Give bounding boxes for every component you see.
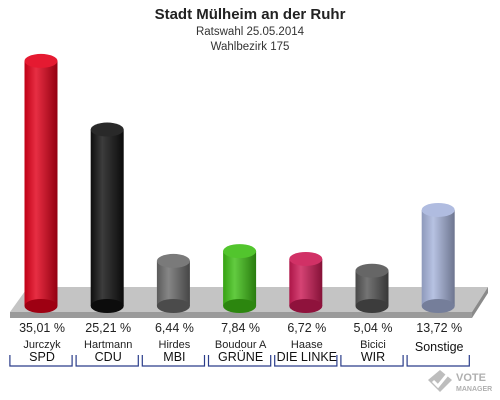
party-label: GRÜNE [218, 350, 263, 364]
value-label: 25,21 % [85, 321, 131, 335]
bar-body [24, 60, 58, 307]
bar-base [156, 299, 190, 313]
value-label: 7,84 % [221, 321, 260, 335]
bar-cdu [90, 122, 124, 313]
bar-base [289, 299, 323, 313]
category-bracket [340, 355, 404, 367]
party-label: SPD [29, 350, 55, 364]
candidate-label: Haase [291, 339, 323, 351]
category-bracket [207, 355, 272, 367]
party-label: CDU [95, 350, 122, 364]
bar-cap [289, 251, 323, 266]
candidate-label: Hirdes [159, 339, 191, 351]
party-label: WIR [361, 350, 385, 364]
category-bracket [141, 355, 206, 367]
value-label: 13,72 % [416, 321, 462, 335]
candidate-label: Hartmann [84, 339, 132, 351]
candidate-label: Boudour A [215, 339, 267, 351]
bar-wir [355, 263, 389, 313]
bar-die-linke [289, 251, 323, 313]
bar-spd [24, 53, 58, 313]
candidate-label: Bicici [360, 339, 386, 351]
bar-body [223, 251, 257, 306]
party-label: MBI [163, 350, 185, 364]
party-label: Sonstige [415, 340, 464, 354]
bar-cap [156, 253, 190, 268]
category-bracket [75, 355, 139, 367]
bars-group [24, 53, 455, 313]
candidate-label: Jurczyk [23, 339, 61, 351]
bar-sonstige [421, 202, 455, 313]
bar-cap [223, 244, 257, 259]
bar-body [289, 258, 323, 306]
watermark-line2: MANAGER [456, 386, 492, 393]
floor-side [472, 287, 488, 318]
chart-title: Stadt Mülheim an der Ruhr [155, 6, 346, 23]
chart-subtitle: Ratswahl 25.05.2014 [196, 26, 305, 38]
vote-manager-logo: VOTE MANAGER [428, 370, 492, 393]
bar-base [421, 299, 455, 313]
party-label: DIE LINKE [277, 350, 337, 364]
bar-body [90, 129, 124, 306]
value-label: 5,04 % [354, 321, 393, 335]
chart-district: Wahlbezirk 175 [211, 41, 290, 53]
value-label: 6,44 % [155, 321, 194, 335]
bar-body [421, 209, 455, 306]
bar-cap [421, 202, 455, 217]
value-label: 35,01 % [19, 321, 65, 335]
floor-front [10, 312, 472, 318]
bar-cap [90, 122, 124, 137]
bar-base [24, 299, 58, 313]
value-label: 6,72 % [287, 321, 326, 335]
bar-base [90, 299, 124, 313]
bar-cap [24, 53, 58, 68]
vote-manager-check-icon [428, 370, 452, 392]
bar-cap [355, 263, 389, 278]
category-bracket [274, 355, 338, 367]
bar-base [223, 299, 257, 313]
bar-mbi [156, 253, 190, 313]
category-bracket [9, 355, 73, 367]
category-bracket [406, 355, 470, 367]
bar-body [156, 260, 190, 306]
bar-gr-ne [223, 244, 257, 313]
bar-base [355, 299, 389, 313]
watermark-line1: VOTE [456, 372, 486, 384]
